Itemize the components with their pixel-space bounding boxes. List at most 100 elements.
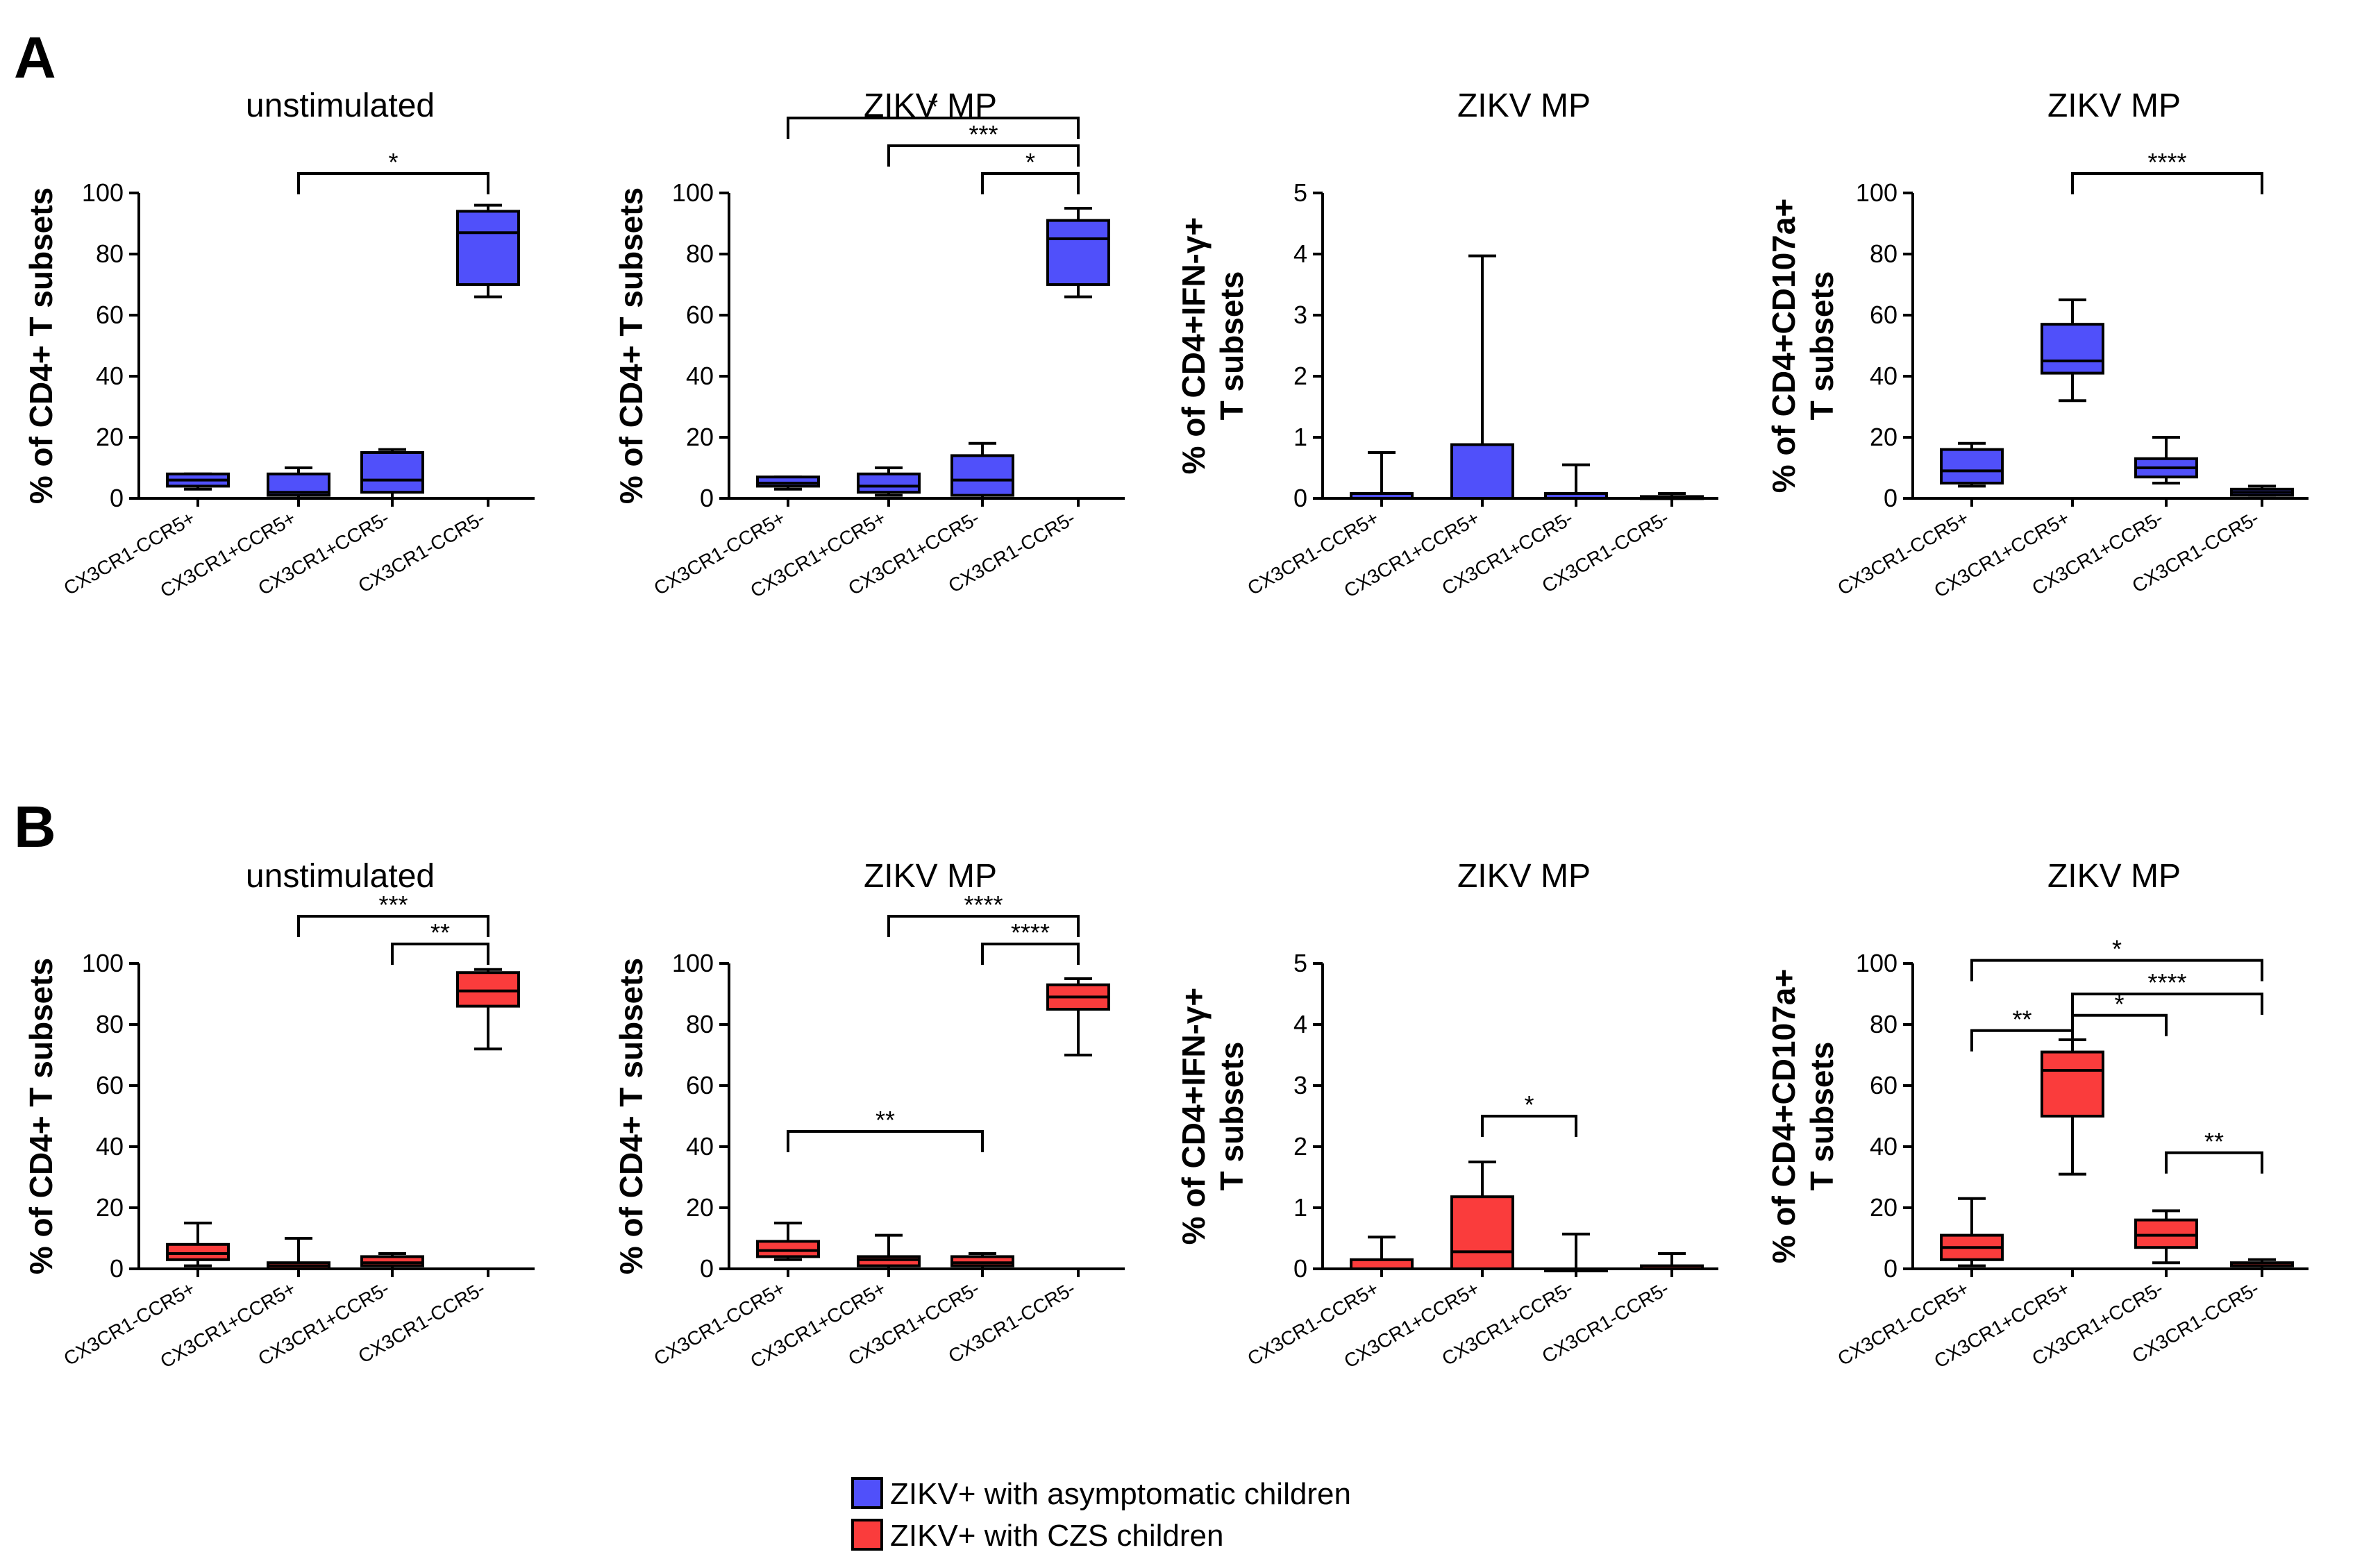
y-axis-label: % of CD4+ T subsets xyxy=(23,187,59,504)
box-iqr xyxy=(2041,1050,2104,1118)
y-tick-label: 0 xyxy=(110,1254,124,1283)
y-tick-label: 0 xyxy=(1293,1254,1307,1283)
y-tick-label: 0 xyxy=(1884,1254,1897,1283)
y-tick-label: 5 xyxy=(1293,178,1307,207)
y-tick-label: 40 xyxy=(1870,362,1897,390)
significance-label: * xyxy=(928,92,938,121)
y-tick-label: 60 xyxy=(1870,301,1897,329)
significance-bracket xyxy=(887,144,1080,167)
y-tick-label: 3 xyxy=(1293,1071,1307,1099)
legend-label-czs: ZIKV+ with CZS children xyxy=(890,1519,1224,1553)
significance-label: **** xyxy=(964,891,1003,919)
chart-title: ZIKV MP xyxy=(864,858,997,895)
y-tick-label: 60 xyxy=(96,1071,124,1099)
box-iqr xyxy=(360,451,424,494)
box-iqr xyxy=(166,1242,230,1261)
chart-title: unstimulated xyxy=(246,87,435,124)
chart-b-2: ZIKV MP% of CD4+ T subsets 020406080100CX… xyxy=(613,858,1125,1372)
box-iqr xyxy=(950,454,1014,497)
y-axis-label: % of CD4+IFN-γ+ xyxy=(1175,988,1212,1245)
significance-bracket xyxy=(1481,1115,1577,1137)
y-axis-label: T subsets xyxy=(1804,271,1840,421)
y-tick-label: 80 xyxy=(686,239,714,268)
significance-label: **** xyxy=(2147,968,2186,997)
y-tick-label: 100 xyxy=(1856,178,1897,207)
y-tick-label: 4 xyxy=(1293,239,1307,268)
y-tick-label: 60 xyxy=(96,301,124,329)
legend-label-asymptomatic: ZIKV+ with asymptomatic children xyxy=(890,1477,1351,1511)
y-tick-label: 100 xyxy=(1856,949,1897,977)
y-tick-label: 3 xyxy=(1293,301,1307,329)
chart-b-1: unstimulated % of CD4+ T subsets 0 20 40 60 80… xyxy=(23,858,535,1372)
y-tick-label: 0 xyxy=(1884,484,1897,512)
chart-b-3: ZIKV MP% of CD4+IFN-γ+ T subsets012345CX3… xyxy=(1175,858,1718,1372)
y-axis-label: T subsets xyxy=(1804,1042,1840,1191)
box-iqr xyxy=(2041,323,2104,375)
chart-b-4: ZIKV MP % of CD4+CD107a+ T subsets 0 20 40 60 8… xyxy=(1766,858,2309,1372)
y-tick-label: 100 xyxy=(82,178,124,207)
y-axis-label: % of CD4+ T subsets xyxy=(23,958,59,1274)
box-iqr xyxy=(1046,219,1110,287)
significance-label: ** xyxy=(2012,1005,2031,1034)
significance-label: **** xyxy=(1011,918,1050,947)
significance-bracket xyxy=(787,117,1080,139)
y-tick-label: 0 xyxy=(700,1254,714,1283)
y-axis-label: % of CD4+CD107a+ xyxy=(1766,199,1802,493)
box-iqr xyxy=(456,210,520,286)
y-tick-label: 20 xyxy=(1870,423,1897,451)
box-iqr xyxy=(2134,1218,2198,1249)
chart-title: ZIKV MP xyxy=(1457,858,1591,895)
chart-a-3: ZIKV MP% of CD4+IFN-γ+ T subsets012345CX3… xyxy=(1175,87,1718,602)
y-tick-label: 80 xyxy=(96,239,124,268)
significance-label: ** xyxy=(430,918,450,947)
panel-letter-a: A xyxy=(14,25,56,90)
y-tick-label: 40 xyxy=(96,1132,124,1161)
y-axis-label: % of CD4+CD107a+ xyxy=(1766,969,1802,1263)
box-iqr xyxy=(360,1255,424,1267)
significance-bracket xyxy=(391,943,489,965)
y-tick-label: 20 xyxy=(686,1193,714,1222)
y-tick-label: 60 xyxy=(1870,1071,1897,1099)
y-axis-label: % of CD4+ T subsets xyxy=(613,958,649,1274)
y-tick-label: 80 xyxy=(96,1010,124,1038)
y-tick-label: 100 xyxy=(82,949,124,977)
y-tick-label: 60 xyxy=(686,301,714,329)
legend-swatch-czs xyxy=(851,1519,883,1551)
y-tick-label: 1 xyxy=(1293,423,1307,451)
significance-bracket xyxy=(2071,1013,2168,1036)
y-tick-label: 40 xyxy=(96,362,124,390)
significance-bracket xyxy=(887,915,1080,937)
legend-swatch-asymptomatic xyxy=(851,1477,883,1509)
chart-title: ZIKV MP xyxy=(2047,858,2181,895)
y-axis-label: % of CD4+IFN-γ+ xyxy=(1175,217,1212,475)
panel-letter-b: B xyxy=(14,794,56,859)
y-axis-label: T subsets xyxy=(1214,271,1250,421)
y-tick-label: 80 xyxy=(686,1010,714,1038)
y-tick-label: 0 xyxy=(700,484,714,512)
significance-label: ** xyxy=(2204,1127,2224,1156)
y-tick-label: 2 xyxy=(1293,1132,1307,1161)
y-tick-label: 80 xyxy=(1870,1010,1897,1038)
y-axis-label: T subsets xyxy=(1214,1042,1250,1191)
significance-label: * xyxy=(1025,148,1035,176)
significance-bracket xyxy=(787,1130,984,1152)
chart-a-4: ZIKV MP % of CD4+CD107a+ T subsets 0 20 40 60 8… xyxy=(1766,87,2309,602)
legend: ZIKV+ with asymptomatic children ZIKV+ w… xyxy=(851,1477,1351,1553)
y-tick-label: 40 xyxy=(686,362,714,390)
y-tick-label: 4 xyxy=(1293,1010,1307,1038)
chart-a-2: ZIKV MP% of CD4+ T subsets 020406080100CX… xyxy=(613,87,1125,602)
significance-bracket xyxy=(981,943,1080,965)
y-tick-label: 20 xyxy=(1870,1193,1897,1222)
y-tick-label: 2 xyxy=(1293,362,1307,390)
significance-label: * xyxy=(2114,990,2124,1018)
y-tick-label: 60 xyxy=(686,1071,714,1099)
y-tick-label: 40 xyxy=(686,1132,714,1161)
box-iqr xyxy=(857,472,921,494)
box-iqr xyxy=(950,1255,1014,1267)
box-iqr xyxy=(756,1240,820,1258)
box-iqr xyxy=(1450,1195,1514,1271)
significance-label: * xyxy=(1524,1090,1534,1119)
y-tick-label: 20 xyxy=(686,423,714,451)
significance-label: *** xyxy=(969,120,998,149)
